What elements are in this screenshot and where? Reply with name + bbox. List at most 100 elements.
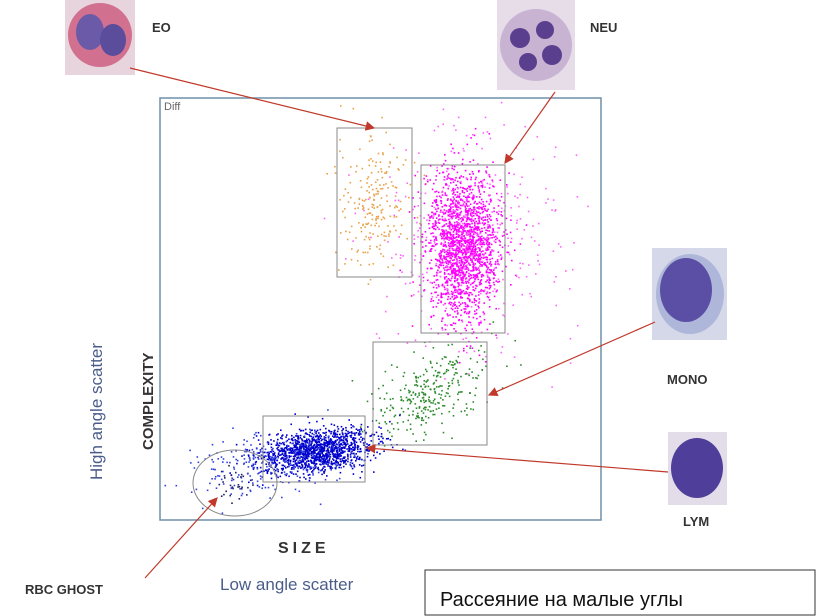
point: [392, 264, 395, 267]
point: [443, 243, 445, 245]
point: [421, 295, 423, 298]
point: [489, 272, 491, 274]
point: [430, 362, 432, 364]
point: [423, 439, 425, 441]
point: [272, 454, 274, 456]
point: [468, 223, 471, 225]
point: [432, 410, 434, 412]
point: [506, 184, 508, 186]
point: [469, 255, 471, 257]
point: [370, 435, 372, 437]
point: [454, 205, 456, 207]
point: [498, 280, 501, 283]
point: [354, 444, 356, 447]
point: [430, 402, 432, 404]
point: [291, 447, 294, 450]
point: [329, 453, 332, 456]
point: [493, 272, 495, 275]
point: [488, 243, 490, 246]
point: [321, 447, 323, 450]
point: [472, 173, 474, 175]
point: [468, 291, 471, 294]
point: [459, 250, 461, 252]
point: [341, 444, 344, 447]
point: [418, 275, 420, 278]
point: [447, 369, 450, 372]
point: [285, 440, 288, 443]
point: [283, 465, 286, 468]
point: [487, 296, 490, 299]
point: [270, 446, 273, 449]
point: [357, 448, 359, 450]
point: [478, 208, 480, 210]
point: [440, 235, 443, 238]
point: [446, 167, 449, 170]
point: [271, 449, 273, 451]
point: [477, 305, 479, 307]
point: [282, 460, 285, 462]
point: [408, 398, 411, 401]
point: [461, 254, 464, 256]
point: [445, 260, 447, 262]
point: [294, 450, 297, 452]
x-axis-label: SIZE: [278, 540, 330, 557]
point: [481, 230, 483, 232]
point: [380, 408, 382, 411]
point: [326, 458, 328, 460]
arrow: [487, 321, 656, 397]
point: [306, 441, 309, 444]
point: [354, 432, 356, 435]
point: [344, 263, 346, 265]
point: [297, 448, 299, 451]
point: [460, 227, 462, 229]
point: [435, 386, 438, 388]
point: [343, 194, 345, 197]
point: [507, 333, 509, 335]
point: [416, 396, 419, 398]
point: [439, 397, 442, 399]
point: [221, 512, 224, 514]
point: [241, 492, 244, 495]
point: [481, 222, 484, 224]
point: [371, 188, 374, 191]
point: [441, 237, 443, 240]
point: [443, 271, 446, 274]
point: [494, 241, 497, 244]
point: [473, 350, 476, 353]
point: [352, 240, 354, 242]
point: [473, 202, 476, 204]
point: [285, 436, 287, 438]
point: [222, 470, 224, 473]
point: [270, 471, 272, 474]
point: [467, 248, 469, 251]
point: [190, 491, 193, 493]
point: [470, 210, 472, 213]
point: [481, 238, 483, 240]
point: [462, 232, 464, 234]
point: [240, 477, 243, 479]
point: [500, 214, 502, 216]
point: [362, 205, 364, 207]
point: [486, 271, 488, 273]
point: [478, 169, 480, 172]
point: [236, 462, 238, 465]
point: [451, 271, 453, 274]
point: [315, 432, 317, 435]
point: [452, 202, 454, 205]
point: [303, 435, 306, 437]
point: [319, 434, 321, 436]
point: [301, 446, 304, 448]
point: [485, 258, 488, 261]
point: [443, 356, 446, 358]
point: [426, 179, 429, 181]
point: [428, 396, 430, 398]
point: [508, 253, 511, 256]
point: [487, 244, 489, 246]
point: [255, 435, 258, 437]
point: [366, 190, 368, 192]
point: [252, 453, 255, 456]
point: [409, 282, 411, 284]
point: [397, 428, 400, 431]
point: [463, 188, 466, 190]
point: [473, 267, 475, 269]
